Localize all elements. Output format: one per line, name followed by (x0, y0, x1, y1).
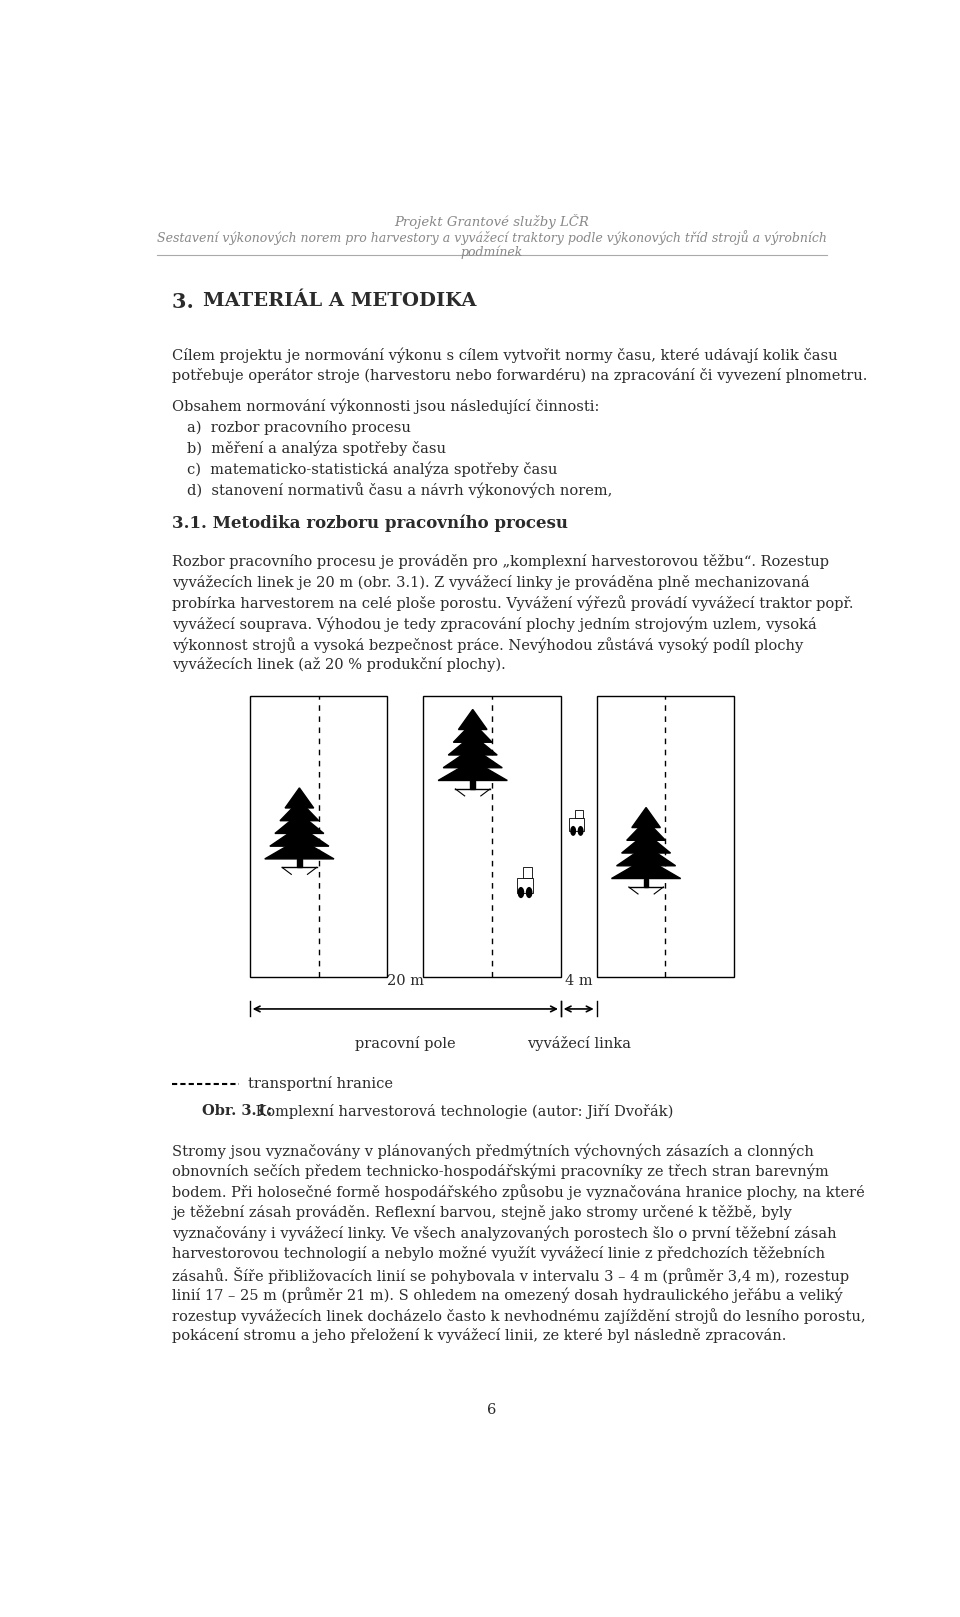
Polygon shape (616, 846, 676, 865)
Bar (250, 697, 388, 977)
Bar (516, 878, 533, 893)
Polygon shape (448, 736, 497, 755)
Text: d)  stanovení normativů času a návrh výkonových norem,: d) stanovení normativů času a návrh výko… (187, 482, 612, 498)
Text: obnovních sečích předem technicko-hospodářskými pracovníky ze třech stran barevn: obnovních sečích předem technicko-hospod… (172, 1164, 828, 1179)
Text: bodem. Při holosečné formě hospodářského způsobu je vyznačována hranice plochy, : bodem. Při holosečné formě hospodářského… (172, 1185, 865, 1200)
Bar (596, 697, 734, 977)
Polygon shape (632, 807, 660, 828)
Polygon shape (459, 710, 487, 729)
Text: linií 17 – 25 m (průměr 21 m). S ohledem na omezený dosah hydraulického jeřábu a: linií 17 – 25 m (průměr 21 m). S ohledem… (172, 1287, 843, 1303)
Bar (297, 859, 301, 867)
Bar (523, 867, 533, 878)
Circle shape (570, 826, 576, 836)
Text: pracovní pole: pracovní pole (355, 1036, 456, 1051)
Text: vyvážecí linka: vyvážecí linka (527, 1036, 631, 1051)
Polygon shape (622, 833, 670, 854)
Polygon shape (270, 826, 329, 846)
Text: harvestorovou technologií a nebylo možné využít vyvážecí linie z předchozích těž: harvestorovou technologií a nebylo možné… (172, 1247, 826, 1261)
Polygon shape (265, 839, 334, 859)
Text: 20 m: 20 m (387, 973, 423, 988)
Text: 4 m: 4 m (564, 973, 592, 988)
Text: a)  rozbor pracovního procesu: a) rozbor pracovního procesu (187, 420, 411, 435)
Text: Obr. 3.1:: Obr. 3.1: (202, 1103, 272, 1117)
Polygon shape (275, 813, 324, 833)
Polygon shape (280, 800, 319, 821)
Text: Cílem projektu je normování výkonu s cílem vytvořit normy času, které udávají ko: Cílem projektu je normování výkonu s cíl… (172, 348, 838, 362)
Text: c)  matematicko-statistická analýza spotřeby času: c) matematicko-statistická analýza spotř… (187, 461, 558, 477)
Text: Stromy jsou vyznačovány v plánovaných předmýtních výchovných zásazích a clonných: Stromy jsou vyznačovány v plánovaných př… (172, 1143, 814, 1159)
Text: Projekt Grantové služby LČR: Projekt Grantové služby LČR (395, 213, 589, 230)
Text: vyznačovány i vyvážecí linky. Ve všech analyzovaných porostech šlo o první těžeb: vyznačovány i vyvážecí linky. Ve všech a… (172, 1226, 837, 1242)
Circle shape (526, 888, 533, 897)
Text: rozestup vyvážecích linek docházelo často k nevhodnému zajíždění strojů do lesní: rozestup vyvážecích linek docházelo čast… (172, 1308, 866, 1324)
Text: MATERIÁL A METODIKA: MATERIÁL A METODIKA (204, 293, 477, 310)
Text: 3.: 3. (172, 293, 202, 312)
Circle shape (517, 888, 524, 897)
Bar (569, 818, 585, 831)
Bar (575, 810, 583, 818)
Text: Komplexní harvestorová technologie (autor: Jiří Dvořák): Komplexní harvestorová technologie (auto… (251, 1103, 673, 1119)
Text: potřebuje operátor stroje (harvestoru nebo forwardéru) na zpracování či vyvezení: potřebuje operátor stroje (harvestoru ne… (172, 367, 868, 383)
Text: vyvážecí souprava. Výhodou je tedy zpracování plochy jedním strojovým uzlem, vys: vyvážecí souprava. Výhodou je tedy zprac… (172, 616, 817, 632)
Text: transportní hranice: transportní hranice (248, 1077, 393, 1091)
Polygon shape (438, 760, 507, 781)
Text: pokácení stromu a jeho přeložení k vyvážecí linii, ze které byl následně zpracov: pokácení stromu a jeho přeložení k vyváž… (172, 1328, 786, 1344)
Polygon shape (285, 787, 314, 808)
Text: b)  měření a analýza spotřeby času: b) měření a analýza spotřeby času (187, 440, 446, 456)
Text: 3.1. Metodika rozboru pracovního procesu: 3.1. Metodika rozboru pracovního procesu (172, 514, 568, 532)
Text: Sestavení výkonových norem pro harvestory a vyvážecí traktory podle výkonových t: Sestavení výkonových norem pro harvestor… (157, 230, 827, 246)
Polygon shape (627, 820, 665, 841)
Text: Rozbor pracovního procesu je prováděn pro „komplexní harvestorovou těžbu“. Rozes: Rozbor pracovního procesu je prováděn pr… (172, 555, 829, 569)
Text: je těžební zásah prováděn. Reflexní barvou, stejně jako stromy určené k těžbě, b: je těžební zásah prováděn. Reflexní barv… (172, 1205, 792, 1221)
Bar (470, 781, 475, 789)
Text: vyvážecích linek (až 20 % produkční plochy).: vyvážecích linek (až 20 % produkční ploc… (172, 657, 506, 673)
Bar (423, 697, 561, 977)
Polygon shape (612, 859, 681, 878)
Text: podmínek: podmínek (461, 246, 523, 259)
Circle shape (578, 826, 584, 836)
Polygon shape (444, 747, 502, 768)
Text: zásahů. Šíře přibližovacích linií se pohybovala v intervalu 3 – 4 m (průměr 3,4 : zásahů. Šíře přibližovacích linií se poh… (172, 1266, 850, 1284)
Polygon shape (453, 723, 492, 742)
Text: vyvážecích linek je 20 m (obr. 3.1). Z vyvážecí linky je prováděna plně mechaniz: vyvážecích linek je 20 m (obr. 3.1). Z v… (172, 576, 809, 590)
Text: výkonnost strojů a vysoká bezpečnost práce. Nevýhodou zůstává vysoký podíl ploch: výkonnost strojů a vysoká bezpečnost prá… (172, 637, 804, 653)
Text: 6: 6 (488, 1402, 496, 1416)
Text: probírka harvestorem na celé ploše porostu. Vyvážení výřezů provádí vyvážecí tra: probírka harvestorem na celé ploše poros… (172, 595, 853, 611)
Text: Obsahem normování výkonnosti jsou následující činnosti:: Obsahem normování výkonnosti jsou násled… (172, 398, 599, 414)
Bar (644, 878, 648, 888)
